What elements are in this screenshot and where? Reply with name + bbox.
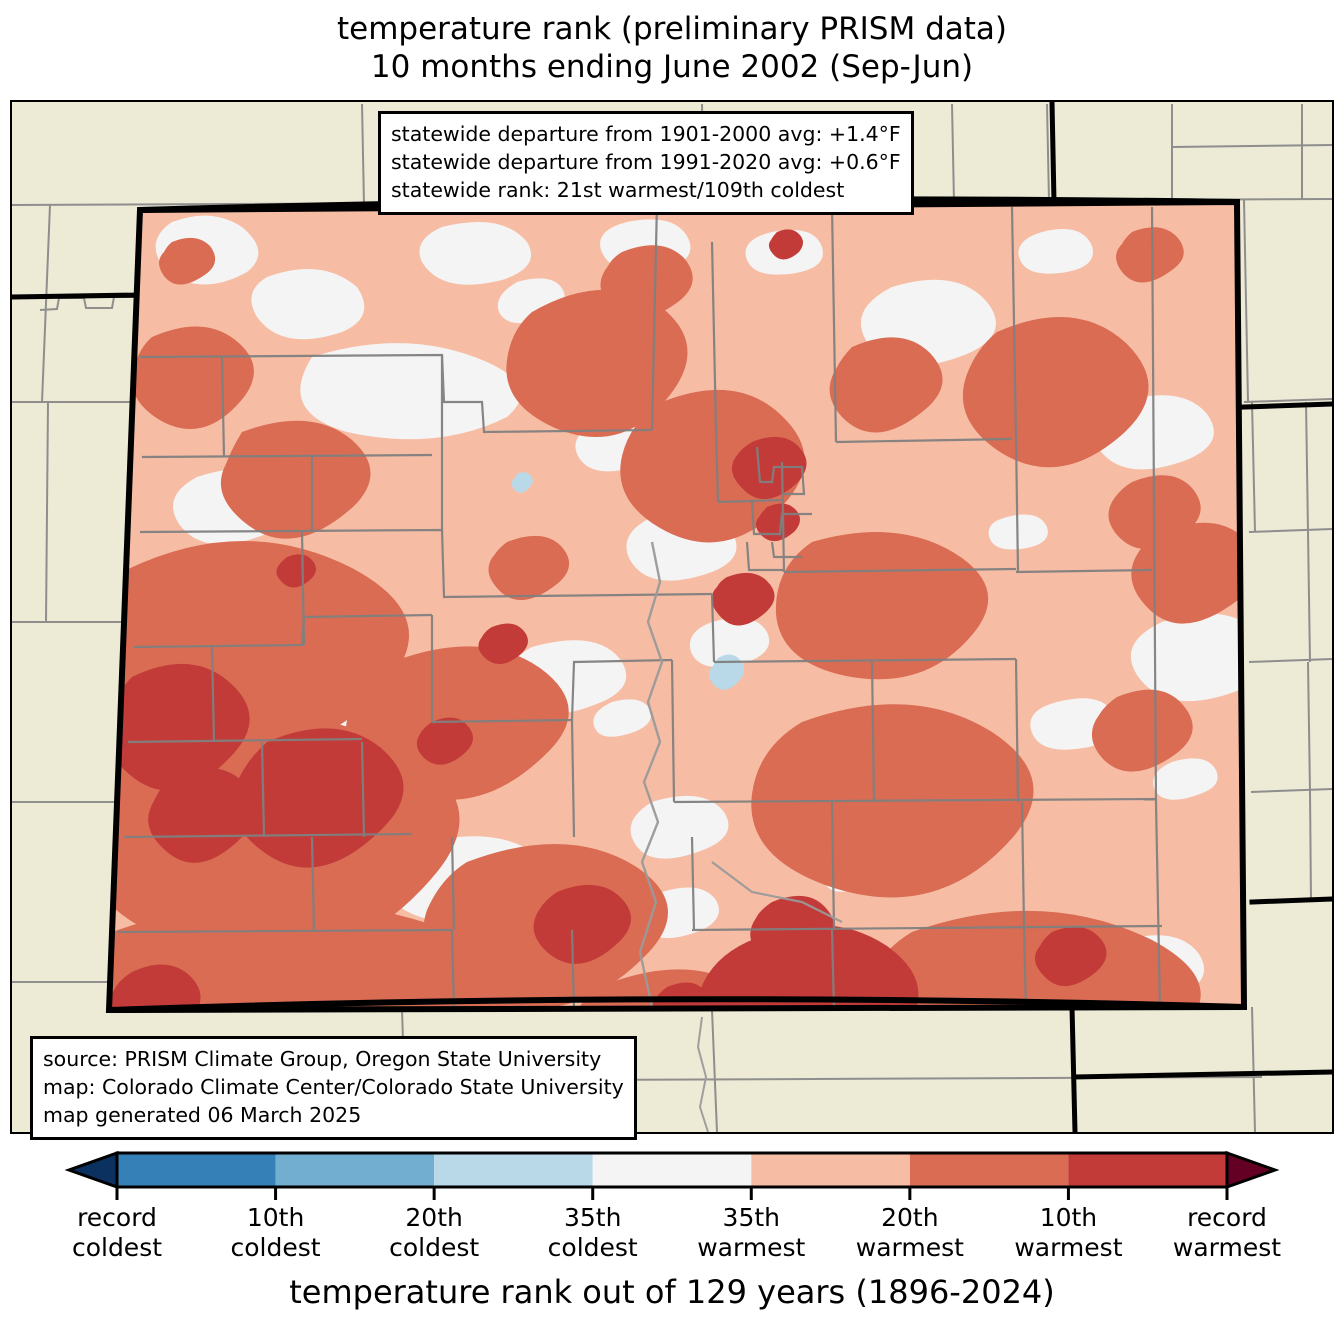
colorbar xyxy=(0,1140,1344,1200)
colorbar-label-4: 35th warmest xyxy=(661,1203,841,1263)
colorbar-label-3-line2: coldest xyxy=(547,1233,638,1262)
colorbar-label-1: 10th coldest xyxy=(186,1203,366,1263)
colorbar-band-0 xyxy=(117,1153,276,1187)
colorbar-label-6: 10th warmest xyxy=(978,1203,1158,1263)
source-credits-box: source: PRISM Climate Group, Oregon Stat… xyxy=(30,1036,637,1140)
colorbar-label-6-line1: 10th xyxy=(1039,1203,1098,1232)
colorbar-svg xyxy=(64,1150,1280,1200)
colorbar-label-0-line1: record xyxy=(77,1203,157,1232)
map-panel[interactable] xyxy=(10,100,1334,1134)
colorbar-tick-labels: record coldest 10th coldest 20th coldest 35th c… xyxy=(0,1203,1344,1265)
colorbar-label-2-line1: 20th xyxy=(405,1203,463,1232)
source-prism: source: PRISM Climate Group, Oregon Stat… xyxy=(43,1047,602,1071)
colorbar-label-5-line1: 20th xyxy=(881,1203,939,1232)
colorbar-band-2 xyxy=(434,1153,593,1187)
colorbar-label-4-line2: warmest xyxy=(697,1233,806,1262)
colorado-temperature-rank-map xyxy=(12,102,1332,1132)
colorbar-label-7-line2: warmest xyxy=(1172,1233,1282,1262)
colorbar-label-0: record coldest xyxy=(27,1203,207,1263)
stats-statewide-rank: statewide rank: 21st warmest/109th colde… xyxy=(391,178,845,202)
title-line-2: 10 months ending June 2002 (Sep-Jun) xyxy=(370,49,974,85)
colorbar-label-1-line1: 10th xyxy=(246,1203,305,1232)
source-generated-date: map generated 06 March 2025 xyxy=(43,1103,362,1127)
colorbar-label-6-line2: warmest xyxy=(1014,1233,1123,1262)
statewide-stats-box: statewide departure from 1901-2000 avg: … xyxy=(378,111,914,215)
title-line-1: temperature rank (preliminary PRISM data… xyxy=(336,11,1007,47)
source-map-maker: map: Colorado Climate Center/Colorado St… xyxy=(43,1075,624,1099)
colorbar-under-arrow xyxy=(64,1150,119,1190)
colorbar-band-5 xyxy=(909,1153,1069,1187)
colorbar-band-6 xyxy=(1068,1153,1227,1187)
colorbar-label-2-line2: coldest xyxy=(389,1233,480,1262)
colorbar-label-5: 20th warmest xyxy=(820,1203,1000,1263)
colorbar-over-arrow xyxy=(1225,1150,1280,1190)
colorbar-label-7: record warmest xyxy=(1137,1203,1317,1263)
colorbar-label-1-line2: coldest xyxy=(230,1233,321,1262)
colorbar-label-2: 20th coldest xyxy=(344,1203,524,1263)
stats-departure-1901-2000: statewide departure from 1901-2000 avg: … xyxy=(391,122,901,146)
colorbar-band-4 xyxy=(751,1153,910,1187)
colorbar-outline xyxy=(115,1151,1229,1189)
colorbar-label-3: 35th coldest xyxy=(503,1203,683,1263)
colorbar-band-3 xyxy=(592,1153,752,1187)
colorbar-label-3-line1: 35th xyxy=(563,1203,622,1232)
colorbar-band-1 xyxy=(275,1153,435,1187)
colorbar-label-0-line2: coldest xyxy=(71,1233,163,1262)
colorbar-label-4-line1: 35th xyxy=(722,1203,781,1232)
colorbar-label-5-line2: warmest xyxy=(855,1233,964,1262)
page-title: temperature rank (preliminary PRISM data… xyxy=(0,10,1344,86)
colorbar-caption: temperature rank out of 129 years (1896-… xyxy=(289,1273,1055,1311)
colorbar-label-7-line1: record xyxy=(1187,1203,1267,1232)
stats-departure-1991-2020: statewide departure from 1991-2020 avg: … xyxy=(391,150,901,174)
